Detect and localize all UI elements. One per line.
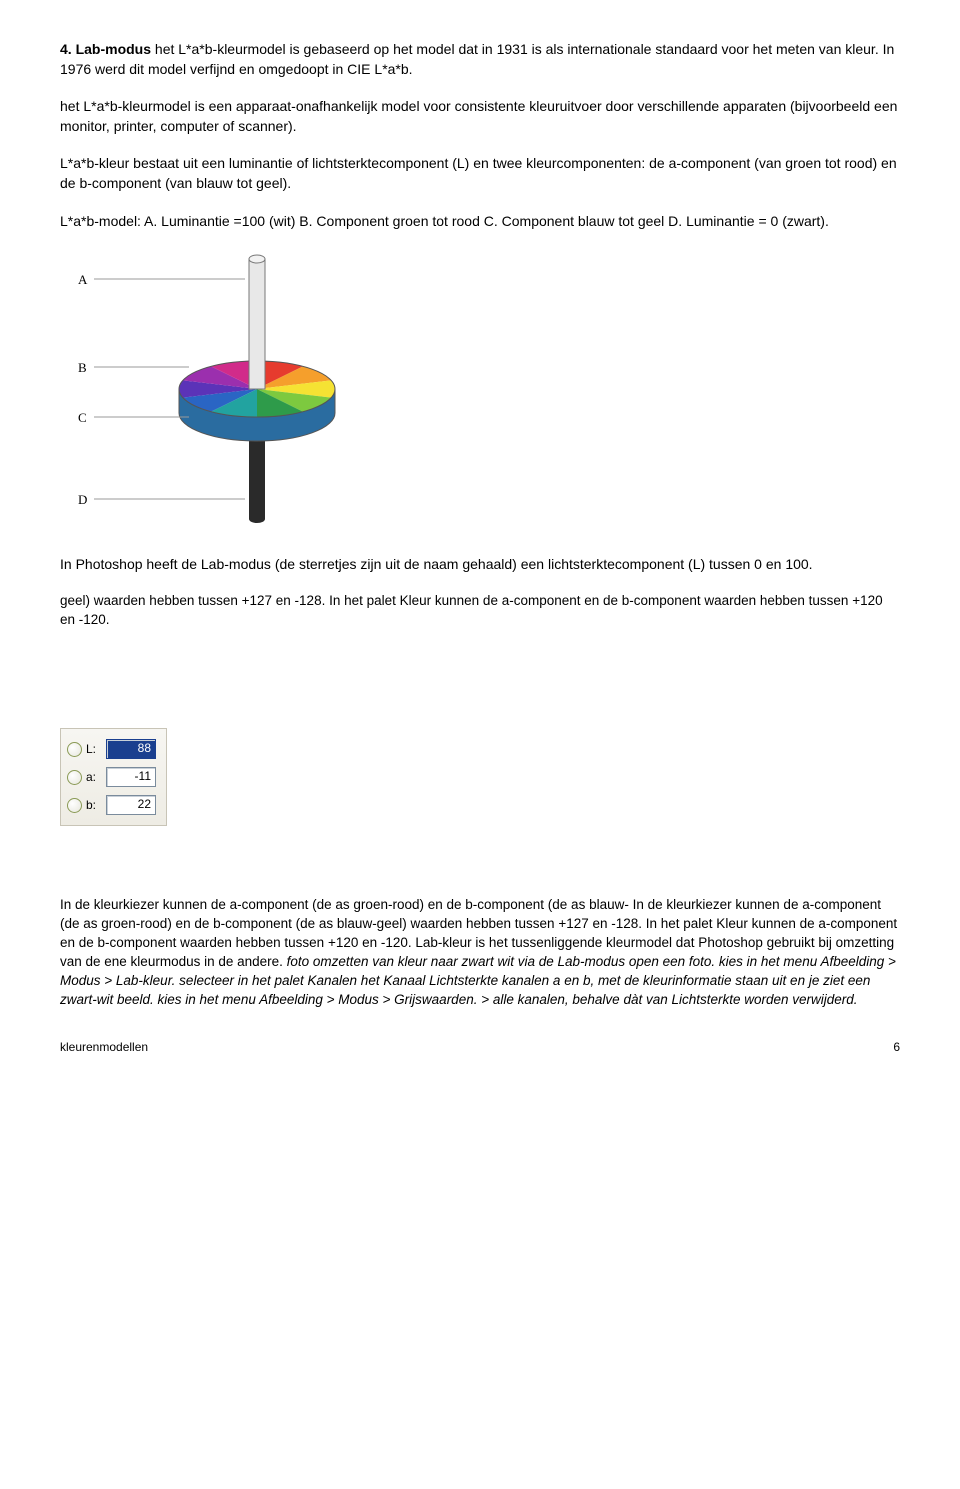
para-7: In de kleurkiezer kunnen de a-component … xyxy=(60,896,900,1009)
para-1: 4. Lab-modus het L*a*b-kleurmodel is geb… xyxy=(60,40,900,79)
para-3: L*a*b-kleur bestaat uit een luminantie o… xyxy=(60,154,900,193)
diagram-label-c: C xyxy=(78,410,87,425)
para-4: L*a*b-model: A. Luminantie =100 (wit) B.… xyxy=(60,212,900,232)
diagram-label-d: D xyxy=(78,492,87,507)
heading-title: Lab-modus xyxy=(76,41,151,57)
heading-rest: het L*a*b-kleurmodel is gebaseerd op het… xyxy=(60,41,894,77)
picker-label: b: xyxy=(86,797,104,814)
radio-a[interactable] xyxy=(67,770,82,785)
picker-row-b: b:22 xyxy=(67,791,156,819)
radio-l[interactable] xyxy=(67,742,82,757)
diagram-label-b: B xyxy=(78,360,87,375)
lab-diagram-svg: A B C D xyxy=(72,249,372,529)
para-5: In Photoshop heeft de Lab-modus (de ster… xyxy=(60,555,900,575)
footer-page-number: 6 xyxy=(893,1039,900,1056)
footer-title: kleurenmodellen xyxy=(60,1039,148,1056)
lab-color-picker: L:88a:-11b:22 xyxy=(60,728,167,826)
picker-input-b[interactable]: 22 xyxy=(106,795,156,815)
para-6: geel) waarden hebben tussen +127 en -128… xyxy=(60,592,900,630)
radio-b[interactable] xyxy=(67,798,82,813)
picker-label: L: xyxy=(86,741,104,758)
picker-row-l: L:88 xyxy=(67,735,156,763)
heading-number: 4. xyxy=(60,41,72,57)
page-footer: kleurenmodellen 6 xyxy=(60,1039,900,1056)
picker-label: a: xyxy=(86,769,104,786)
picker-input-a[interactable]: -11 xyxy=(106,767,156,787)
diagram-label-a: A xyxy=(78,272,88,287)
picker-input-l[interactable]: 88 xyxy=(106,739,156,759)
lab-model-diagram: A B C D xyxy=(60,249,900,535)
para-2: het L*a*b-kleurmodel is een apparaat-ona… xyxy=(60,97,900,136)
picker-row-a: a:-11 xyxy=(67,763,156,791)
